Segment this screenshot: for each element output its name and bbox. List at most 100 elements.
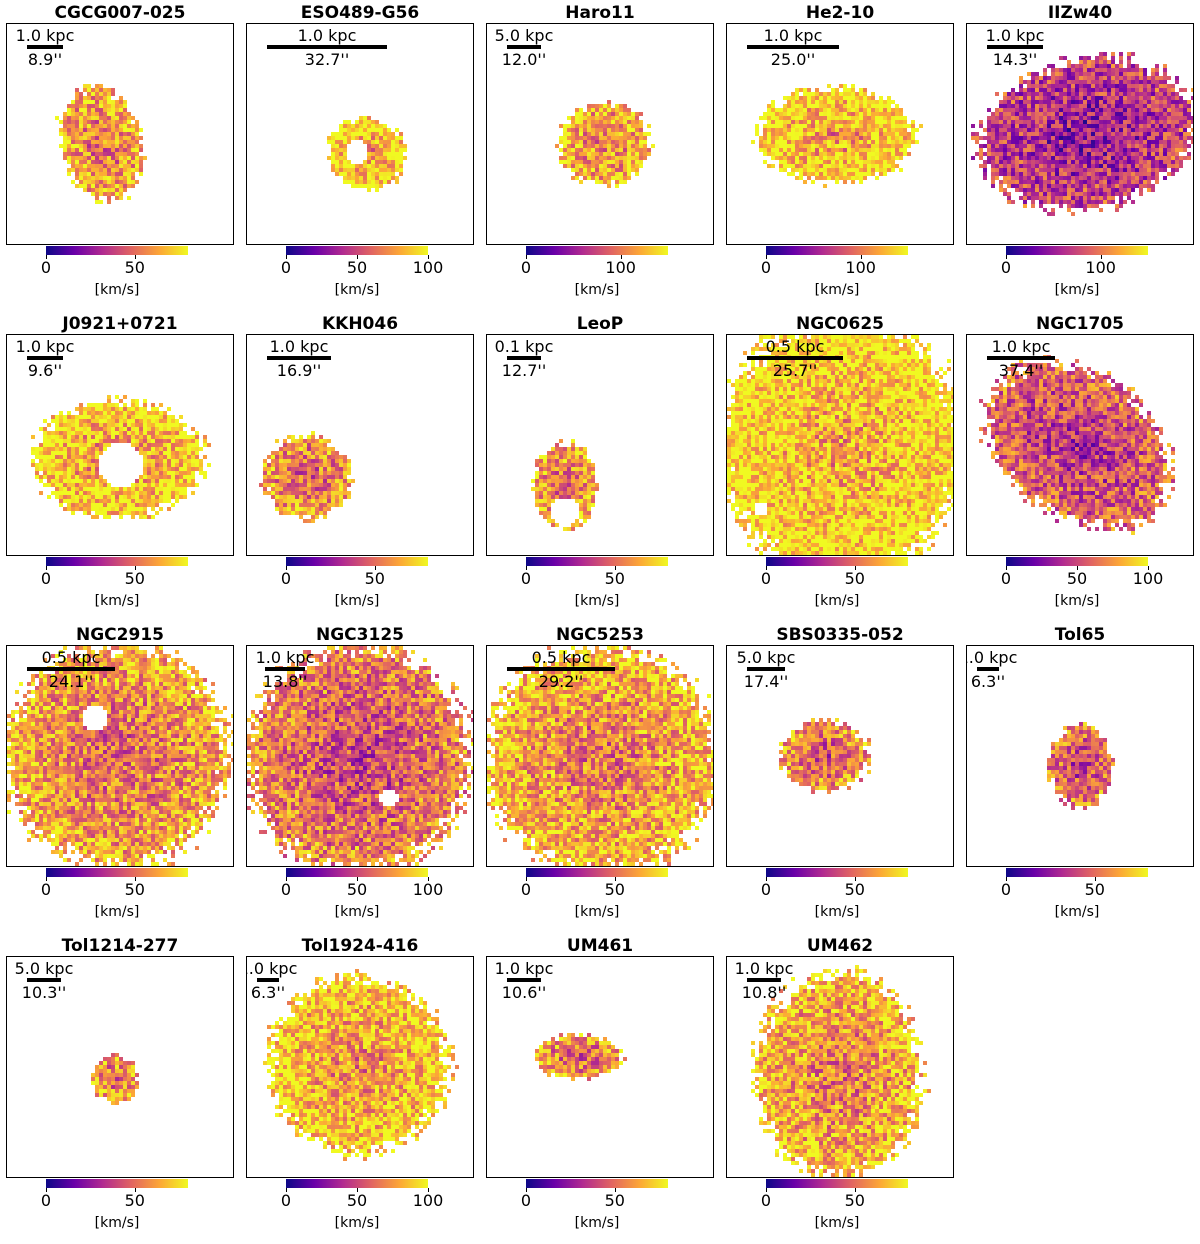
colorbar-tick-label: 0 <box>521 569 531 588</box>
colorbar-tick-mark <box>357 255 358 259</box>
scale-bar-kpc-label: 1.0 kpc <box>16 27 75 45</box>
scale-bar-arcsec-label: 9.6'' <box>28 362 62 380</box>
colorbar <box>526 557 668 566</box>
scale-bar-arcsec-label: 24.1'' <box>49 673 93 691</box>
galaxy-panel: NGC3125 1.0 kpc 13.8'' 0 50 100 [km/s] <box>240 622 480 933</box>
colorbar-tick-mark <box>428 255 429 259</box>
velocity-map-image <box>247 646 473 866</box>
colorbar-tick-mark <box>286 877 287 881</box>
galaxy-panel: IIZw40 1.0 kpc 14.3'' 0 100 [km/s] <box>960 0 1200 311</box>
scale-bar <box>507 45 541 49</box>
colorbar-tick-label: 50 <box>125 569 145 588</box>
velocity-map: 0.5 kpc 29.2'' <box>486 645 714 867</box>
scale-bar-arcsec-label: 6.3'' <box>971 673 1005 691</box>
colorbar-tick-mark <box>1006 566 1007 570</box>
panel-title: Tol65 <box>960 625 1200 645</box>
scale-bar-kpc-label: 1.0 kpc <box>247 960 297 978</box>
colorbar-unit-label: [km/s] <box>960 593 1194 609</box>
colorbar-tick-mark <box>614 877 616 881</box>
velocity-map-image <box>779 718 871 794</box>
colorbar-tick-mark <box>766 877 767 881</box>
velocity-map: 1.0 kpc 9.6'' <box>6 334 234 556</box>
scale-bar-arcsec-label: 10.6'' <box>502 984 546 1002</box>
colorbar-tick-mark <box>357 877 358 881</box>
velocity-map: 0.1 kpc 12.7'' <box>486 334 714 556</box>
panel-title: LeoP <box>480 314 720 334</box>
velocity-map-image <box>31 395 211 519</box>
colorbar-tick-mark <box>1148 566 1149 570</box>
scale-bar <box>27 45 63 49</box>
colorbar-tick-label: 50 <box>347 880 367 899</box>
colorbar-tick-label: 50 <box>347 1191 367 1210</box>
scale-bar <box>265 667 305 671</box>
velocity-map-image <box>555 100 655 188</box>
scale-bar-kpc-label: 5.0 kpc <box>495 27 554 45</box>
scale-bar-kpc-label: 5.0 kpc <box>15 960 74 978</box>
scale-bar-arcsec-label: 16.9'' <box>277 362 321 380</box>
galaxy-panel: KKH046 1.0 kpc 16.9'' 0 50 [km/s] <box>240 311 480 622</box>
scale-bar-arcsec-label: 14.3'' <box>993 51 1037 69</box>
colorbar-tick-label: 50 <box>1067 569 1087 588</box>
colorbar-tick-mark <box>766 1188 767 1192</box>
velocity-map: 1.0 kpc 10.8'' <box>726 956 954 1178</box>
velocity-map-image <box>727 335 953 555</box>
scale-bar-arcsec-label: 25.0'' <box>771 51 815 69</box>
colorbar-unit-label: [km/s] <box>960 904 1194 920</box>
galaxy-panel: UM461 1.0 kpc 10.6'' 0 50 [km/s] <box>480 933 720 1244</box>
colorbar-tick-mark <box>860 255 862 259</box>
colorbar-tick-mark <box>374 566 376 570</box>
colorbar-unit-label: [km/s] <box>240 1215 474 1231</box>
colorbar-tick-label: 0 <box>1001 258 1011 277</box>
velocity-map-image <box>751 965 931 1177</box>
velocity-map-image <box>91 1053 139 1105</box>
colorbar-tick-label: 50 <box>347 258 367 277</box>
colorbar-tick-mark <box>46 1188 47 1192</box>
colorbar-tick-mark <box>614 1188 616 1192</box>
colorbar-tick-mark <box>46 255 47 259</box>
colorbar-tick-label: 0 <box>761 880 771 899</box>
colorbar-tick-label: 50 <box>845 1191 865 1210</box>
velocity-map: 1.0 kpc 10.6'' <box>486 956 714 1178</box>
colorbar-tick-mark <box>357 1188 358 1192</box>
velocity-map: 1.0 kpc 32.7'' <box>246 23 474 245</box>
scale-bar-arcsec-label: 13.8'' <box>263 673 307 691</box>
galaxy-panel: Tol65 1.0 kpc 6.3'' 0 50 [km/s] <box>960 622 1200 933</box>
colorbar-tick-label: 0 <box>41 880 51 899</box>
panel-title: UM462 <box>720 936 960 956</box>
velocity-map: 1.0 kpc 25.0'' <box>726 23 954 245</box>
velocity-map: 1.0 kpc 8.9'' <box>6 23 234 245</box>
velocity-map-image <box>535 1033 627 1081</box>
colorbar-tick-label: 0 <box>1001 569 1011 588</box>
scale-bar-arcsec-label: 12.0'' <box>502 51 546 69</box>
scale-bar-kpc-label: 1.0 kpc <box>256 649 315 667</box>
colorbar-tick-mark <box>854 1188 856 1192</box>
colorbar-tick-mark <box>286 1188 287 1192</box>
colorbar-unit-label: [km/s] <box>720 282 954 298</box>
panel-title: Tol1924-416 <box>240 936 480 956</box>
scale-bar <box>747 667 785 671</box>
colorbar-tick-label: 100 <box>1133 569 1164 588</box>
galaxy-panel: NGC2915 0.5 kpc 24.1'' 0 50 [km/s] <box>0 622 240 933</box>
colorbar-tick-label: 0 <box>41 1191 51 1210</box>
colorbar-unit-label: [km/s] <box>0 904 234 920</box>
colorbar-tick-mark <box>46 877 47 881</box>
colorbar-unit-label: [km/s] <box>240 904 474 920</box>
scale-bar <box>257 978 279 982</box>
galaxy-panel: He2-10 1.0 kpc 25.0'' 0 100 [km/s] <box>720 0 960 311</box>
galaxy-panel: Tol1924-416 1.0 kpc 6.3'' 0 50 100 [km/s] <box>240 933 480 1244</box>
colorbar-tick-label: 0 <box>761 569 771 588</box>
colorbar-tick-label: 100 <box>845 258 876 277</box>
colorbar-tick-mark <box>46 566 47 570</box>
velocity-map: 5.0 kpc 17.4'' <box>726 645 954 867</box>
colorbar <box>526 1179 668 1188</box>
scale-bar <box>987 45 1043 49</box>
colorbar-unit-label: [km/s] <box>0 1215 234 1231</box>
scale-bar-arcsec-label: 37.4'' <box>999 362 1043 380</box>
colorbar-tick-mark <box>1006 877 1007 881</box>
velocity-map-image <box>259 431 355 523</box>
panel-title: CGCG007-025 <box>0 3 240 23</box>
panel-title: ESO489-G56 <box>240 3 480 23</box>
colorbar-tick-mark <box>526 566 527 570</box>
scale-bar <box>267 356 331 360</box>
